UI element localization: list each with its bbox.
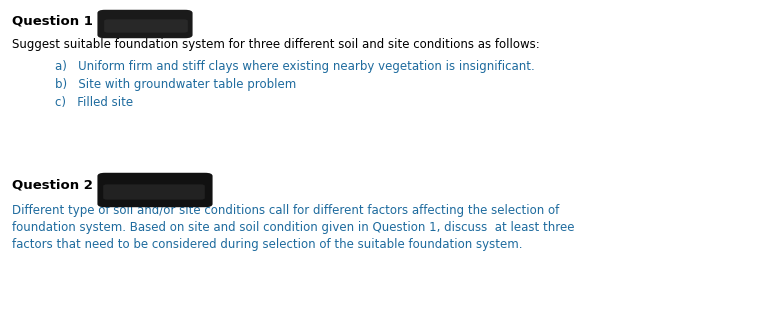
Text: c)   Filled site: c) Filled site bbox=[55, 96, 133, 109]
Text: Suggest suitable foundation system for three different soil and site conditions : Suggest suitable foundation system for t… bbox=[12, 38, 540, 51]
Text: a)   Uniform firm and stiff clays where existing nearby vegetation is insignific: a) Uniform firm and stiff clays where ex… bbox=[55, 60, 534, 73]
Text: Question 1 (: Question 1 ( bbox=[12, 14, 104, 27]
FancyBboxPatch shape bbox=[98, 10, 192, 38]
Text: Question 2 (: Question 2 ( bbox=[12, 178, 104, 191]
Text: b)   Site with groundwater table problem: b) Site with groundwater table problem bbox=[55, 78, 296, 91]
FancyBboxPatch shape bbox=[104, 19, 188, 33]
Text: Different type of soil and/or site conditions call for different factors affecti: Different type of soil and/or site condi… bbox=[12, 204, 559, 217]
Text: factors that need to be considered during selection of the suitable foundation s: factors that need to be considered durin… bbox=[12, 238, 522, 251]
Text: foundation system. Based on site and soil condition given in Question 1, discuss: foundation system. Based on site and soi… bbox=[12, 221, 575, 234]
FancyBboxPatch shape bbox=[98, 173, 213, 207]
FancyBboxPatch shape bbox=[103, 184, 205, 200]
